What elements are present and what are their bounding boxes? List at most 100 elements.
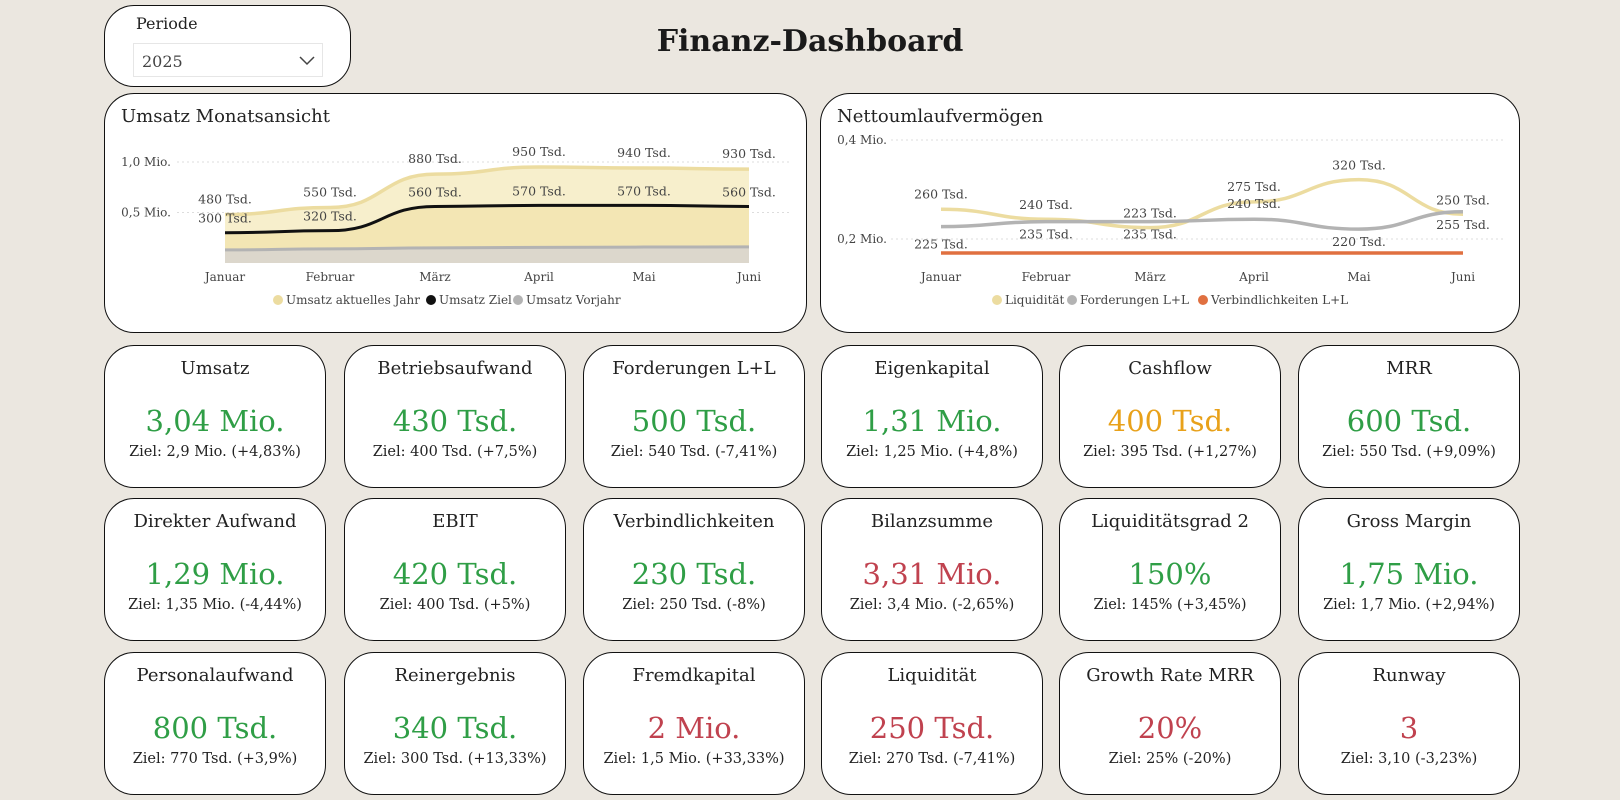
kpi-card: MRR 600 Tsd. Ziel: 550 Tsd. (+9,09%) <box>1298 345 1520 488</box>
x-tick-label: März <box>419 270 451 284</box>
legend-marker <box>273 295 283 305</box>
series-umsatz-aktuell <box>224 165 750 217</box>
kpi-value: 2 Mio. <box>647 711 741 745</box>
nwc-chart-card: 0,2 Mio. 0,4 Mio. 260 Tsd. 240 Tsd. 223 Tsd.… <box>820 93 1520 333</box>
kpi-target: Ziel: 1,35 Mio. (-4,44%) <box>128 597 302 613</box>
kpi-card: Runway 3 Ziel: 3,10 (-3,23%) <box>1298 652 1520 795</box>
data-label: 570 Tsd. <box>512 183 566 198</box>
legend-marker <box>1198 295 1208 305</box>
y-tick-label: 0,2 Mio. <box>837 232 887 246</box>
kpi-title: Personalaufwand <box>136 665 294 686</box>
x-tick-label: April <box>1238 270 1269 284</box>
data-label: 260 Tsd. <box>914 186 968 201</box>
series-umsatz-ziel <box>224 203 750 235</box>
data-label: 240 Tsd. <box>1019 197 1073 212</box>
data-label: 940 Tsd. <box>617 145 671 160</box>
revenue-chart-title: Umsatz Monatsansicht <box>121 106 330 127</box>
kpi-card: Cashflow 400 Tsd. Ziel: 395 Tsd. (+1,27%) <box>1059 345 1281 488</box>
area-umsatz-vorjahr <box>225 246 749 263</box>
kpi-card: EBIT 420 Tsd. Ziel: 400 Tsd. (+5%) <box>344 498 566 641</box>
revenue-chart: 0,5 Mio. 1,0 Mio. 480 Tsd. 550 Tsd. 880 Tsd.… <box>121 144 790 307</box>
kpi-target: Ziel: 400 Tsd. (+7,5%) <box>372 444 538 460</box>
kpi-title: Fremdkapital <box>632 665 756 686</box>
kpi-value: 400 Tsd. <box>1107 404 1233 438</box>
legend-label: Umsatz Ziel <box>439 293 512 307</box>
kpi-target: Ziel: 270 Tsd. (-7,41%) <box>848 751 1016 767</box>
kpi-title: Bilanzsumme <box>870 511 994 532</box>
data-label: 225 Tsd. <box>914 237 968 252</box>
revenue-chart-card: 0,5 Mio. 1,0 Mio. 480 Tsd. 550 Tsd. 880 Tsd.… <box>104 93 807 333</box>
period-label: Periode <box>136 14 198 33</box>
kpi-card: Liquiditätsgrad 2 150% Ziel: 145% (+3,45%) <box>1059 498 1281 641</box>
data-label: 300 Tsd. <box>198 211 252 226</box>
data-label: 255 Tsd. <box>1436 217 1490 232</box>
kpi-target: Ziel: 1,25 Mio. (+4,8%) <box>846 444 1018 460</box>
data-label: 240 Tsd. <box>1227 196 1281 211</box>
x-tick-label: Juni <box>1449 270 1475 284</box>
kpi-title: Direkter Aufwand <box>133 511 297 532</box>
y-tick-label: 1,0 Mio. <box>121 155 171 169</box>
kpi-card: Gross Margin 1,75 Mio. Ziel: 1,7 Mio. (+2,… <box>1298 498 1520 641</box>
kpi-title: MRR <box>1386 358 1432 379</box>
period-dropdown[interactable]: 2025 <box>133 43 323 77</box>
kpi-value: 3,31 Mio. <box>862 557 1002 591</box>
kpi-target: Ziel: 300 Tsd. (+13,33%) <box>363 751 547 767</box>
kpi-value: 800 Tsd. <box>152 711 278 745</box>
kpi-title: Growth Rate MRR <box>1086 665 1254 686</box>
x-tick-label: Juni <box>735 270 761 284</box>
kpi-value: 150% <box>1128 557 1212 591</box>
kpi-target: Ziel: 1,5 Mio. (+33,33%) <box>603 751 785 767</box>
x-tick-label: Februar <box>1022 270 1071 284</box>
data-label: 223 Tsd. <box>1123 206 1177 221</box>
kpi-target: Ziel: 3,10 (-3,23%) <box>1340 751 1478 767</box>
kpi-card: Direkter Aufwand 1,29 Mio. Ziel: 1,35 Mio.… <box>104 498 326 641</box>
legend-marker <box>1067 295 1077 305</box>
kpi-value: 20% <box>1137 711 1203 745</box>
kpi-value: 430 Tsd. <box>392 404 518 438</box>
kpi-title: EBIT <box>432 511 478 532</box>
kpi-target: Ziel: 3,4 Mio. (-2,65%) <box>849 597 1015 613</box>
kpi-card: Betriebsaufwand 430 Tsd. Ziel: 400 Tsd. (+… <box>344 345 566 488</box>
legend-label: Umsatz Vorjahr <box>526 293 621 307</box>
series-forderungen <box>940 210 1464 231</box>
data-label: 570 Tsd. <box>617 183 671 198</box>
chevron-down-icon <box>299 56 315 66</box>
data-label: 930 Tsd. <box>722 146 776 161</box>
x-tick-label: Mai <box>1347 270 1370 284</box>
data-label: 250 Tsd. <box>1436 192 1490 207</box>
x-tick-label: Februar <box>306 270 355 284</box>
kpi-target: Ziel: 1,7 Mio. (+2,94%) <box>1323 597 1495 613</box>
kpi-card: Umsatz 3,04 Mio. Ziel: 2,9 Mio. (+4,83%) <box>104 345 326 488</box>
kpi-card: Liquidität 250 Tsd. Ziel: 270 Tsd. (-7,41%… <box>821 652 1043 795</box>
kpi-value: 1,75 Mio. <box>1339 557 1479 591</box>
y-tick-label: 0,5 Mio. <box>121 206 171 220</box>
kpi-value: 420 Tsd. <box>392 557 518 591</box>
x-tick-label: Januar <box>203 270 246 284</box>
legend-marker <box>426 295 436 305</box>
kpi-card: Growth Rate MRR 20% Ziel: 25% (-20%) <box>1059 652 1281 795</box>
kpi-target: Ziel: 2,9 Mio. (+4,83%) <box>129 444 301 460</box>
page-title: Finanz-Dashboard <box>656 24 964 59</box>
kpi-card: Bilanzsumme 3,31 Mio. Ziel: 3,4 Mio. (-2,6… <box>821 498 1043 641</box>
kpi-target: Ziel: 25% (-20%) <box>1108 751 1232 767</box>
legend-label: Liquidität <box>1005 293 1065 307</box>
kpi-card: Fremdkapital 2 Mio. Ziel: 1,5 Mio. (+33,33… <box>583 652 805 795</box>
kpi-value: 1,29 Mio. <box>145 557 285 591</box>
period-slicer: Periode 2025 <box>104 5 351 87</box>
kpi-value: 3,04 Mio. <box>145 404 285 438</box>
kpi-card: Eigenkapital 1,31 Mio. Ziel: 1,25 Mio. (+4… <box>821 345 1043 488</box>
kpi-card: Forderungen L+L 500 Tsd. Ziel: 540 Tsd. (-… <box>583 345 805 488</box>
kpi-title: Eigenkapital <box>874 358 990 379</box>
x-tick-label: März <box>1134 270 1166 284</box>
kpi-value: 1,31 Mio. <box>862 404 1002 438</box>
kpi-title: Liquiditätsgrad 2 <box>1091 511 1249 532</box>
legend-label: Forderungen L+L <box>1080 293 1189 307</box>
kpi-target: Ziel: 400 Tsd. (+5%) <box>379 597 531 613</box>
kpi-value: 250 Tsd. <box>869 711 995 745</box>
kpi-target: Ziel: 540 Tsd. (-7,41%) <box>610 444 778 460</box>
period-selected-value: 2025 <box>142 52 183 71</box>
kpi-value: 500 Tsd. <box>631 404 757 438</box>
kpi-target: Ziel: 250 Tsd. (-8%) <box>622 597 766 613</box>
data-label: 275 Tsd. <box>1227 179 1281 194</box>
kpi-title: Forderungen L+L <box>612 358 776 379</box>
